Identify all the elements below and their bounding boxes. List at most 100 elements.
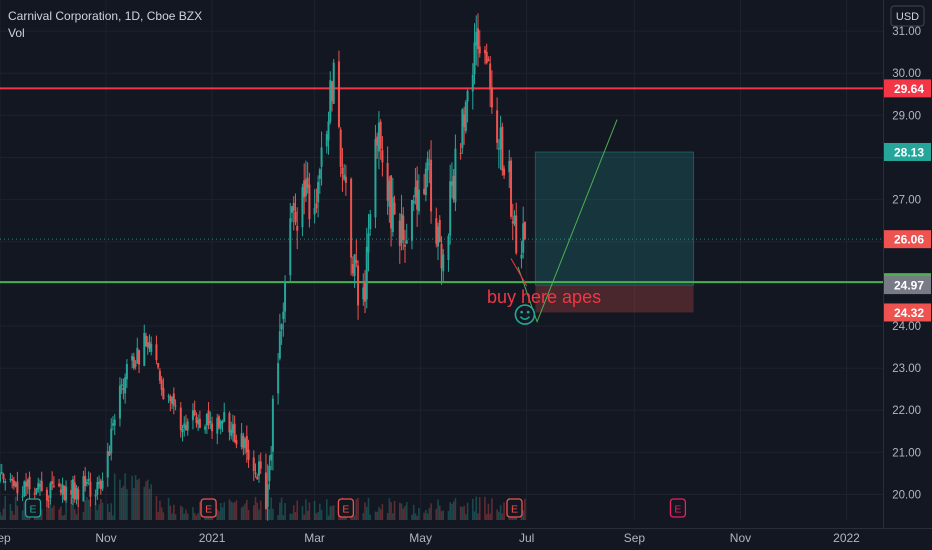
candle-body: [330, 81, 333, 102]
earnings-letter-icon: E: [674, 504, 681, 516]
candle-body: [428, 163, 431, 165]
candle-body: [63, 485, 66, 500]
volume-bar: [242, 506, 245, 520]
volume-bar: [268, 508, 271, 520]
candle-body: [405, 240, 408, 244]
earnings-marker[interactable]: E: [24, 498, 42, 518]
candle-body: [367, 233, 370, 253]
earnings-marker[interactable]: E: [337, 498, 355, 518]
volume-bar: [425, 510, 427, 520]
volume-bar: [21, 510, 24, 520]
time-axis[interactable]: Sep Nov 2021 Mar May Jul Sep Nov 2022: [0, 528, 932, 550]
candle-body: [256, 476, 259, 480]
candle-body: [466, 90, 469, 102]
drawings[interactable]: buy here apes: [487, 119, 618, 325]
arrow-line[interactable]: [510, 258, 528, 287]
candle-body: [463, 114, 466, 128]
price-label-target[interactable]: 28.13: [884, 142, 931, 161]
candle-body: [110, 428, 113, 453]
candle-body: [291, 206, 294, 213]
volume-bar: [524, 498, 526, 520]
candle-body: [146, 342, 149, 348]
candle-body: [72, 479, 75, 499]
candle-body: [327, 121, 330, 141]
volume-bar: [13, 514, 15, 520]
volume-bar: [390, 502, 392, 520]
volume-bar: [477, 513, 479, 520]
projection-line[interactable]: [517, 119, 618, 324]
volume-bar: [428, 508, 431, 520]
volume-bar: [106, 503, 109, 520]
price-label-resistance[interactable]: 29.64: [884, 79, 931, 98]
volume-bar: [240, 507, 243, 520]
volume-bar: [228, 499, 231, 520]
price-label-entry[interactable]: 24.97: [884, 276, 931, 295]
candle-body: [478, 46, 481, 54]
candle-body: [282, 311, 285, 319]
candle-body: [379, 121, 382, 149]
price-axis[interactable]: USD20.0021.0022.0023.0024.0026.0027.0029…: [883, 0, 932, 550]
candle-body: [12, 480, 15, 487]
volume-bar: [86, 496, 88, 520]
volume-bar: [193, 512, 196, 520]
smiley-face-icon[interactable]: [514, 304, 536, 325]
volume-bar: [171, 513, 173, 520]
annotation-text[interactable]: buy here apes: [487, 287, 601, 307]
loss-zone[interactable]: [535, 285, 694, 313]
volume-bar: [46, 499, 48, 520]
candle-body: [313, 207, 316, 215]
volume-bar: [148, 488, 151, 520]
volume-bar: [485, 513, 488, 520]
profit-zone[interactable]: [534, 151, 695, 286]
candle-body: [423, 188, 426, 194]
candle-body: [73, 482, 76, 500]
volume-bar: [252, 505, 255, 520]
earnings-letter-icon: E: [511, 504, 518, 516]
volume-bar: [463, 505, 465, 520]
currency-badge[interactable]: USD: [890, 5, 925, 27]
symbol-title[interactable]: Carnival Corporation, 1D, Cboe BZX: [8, 9, 203, 23]
time-tick-label: Sep: [0, 531, 11, 545]
time-tick-label: May: [409, 531, 432, 545]
candle-body: [181, 429, 184, 433]
volume-bar: [145, 481, 147, 520]
volume-indicator-label[interactable]: Vol: [8, 26, 25, 40]
candle-body: [435, 218, 438, 244]
volume-bar: [325, 499, 328, 520]
volume-bar: [75, 514, 78, 520]
candle-body: [28, 476, 31, 490]
candle-body: [218, 416, 221, 428]
candle-body: [132, 356, 135, 369]
earnings-marker[interactable]: E: [669, 498, 687, 518]
candle-body: [329, 80, 332, 122]
candle-body: [99, 480, 102, 490]
volume-bar: [230, 501, 232, 520]
candle-body: [59, 489, 62, 493]
volume-bar: [435, 509, 438, 520]
volume-bar: [289, 513, 292, 520]
earnings-marker[interactable]: E: [200, 498, 217, 518]
volume-bar: [40, 509, 43, 520]
volume-bar: [308, 502, 311, 520]
earnings-marker[interactable]: E: [506, 498, 523, 518]
price-label-stop[interactable]: 24.32: [884, 303, 931, 322]
volume-bar: [216, 509, 219, 520]
volume-bar: [84, 500, 86, 520]
volume-bar: [70, 496, 73, 520]
volume-bar: [235, 500, 238, 520]
candle-body: [231, 424, 234, 433]
earnings-letter-icon: E: [205, 504, 212, 516]
long-position-tool[interactable]: [534, 151, 695, 313]
price-label-last[interactable]: 26.06: [884, 230, 931, 249]
volume-bar: [442, 510, 445, 520]
volume-bar: [392, 513, 394, 520]
price-label-text: 29.64: [894, 82, 924, 96]
volume-bar: [320, 509, 323, 520]
candle-body: [143, 332, 146, 366]
volume-bar: [332, 505, 335, 520]
volume-bar: [303, 514, 305, 520]
volume-bar: [58, 509, 60, 520]
